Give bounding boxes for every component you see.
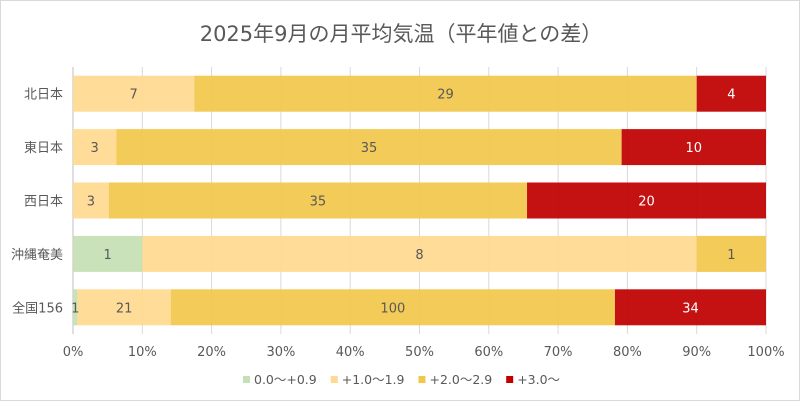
data-label: 3 xyxy=(87,195,95,210)
data-label: 34 xyxy=(682,301,699,316)
bar-segment xyxy=(696,75,766,112)
bar-segment xyxy=(73,182,109,219)
data-label: 29 xyxy=(437,88,454,103)
bar-segment xyxy=(614,289,766,326)
data-label: 21 xyxy=(116,301,133,316)
legend-label: +1.0〜1.9 xyxy=(342,372,405,387)
data-label: 35 xyxy=(361,141,378,156)
x-tick-label: 40% xyxy=(336,345,365,360)
category-label: 西日本 xyxy=(24,195,63,210)
x-tick-label: 100% xyxy=(747,345,784,360)
data-label: 100 xyxy=(380,301,405,316)
data-label: 8 xyxy=(415,248,423,263)
x-tick-label: 60% xyxy=(474,345,503,360)
data-label: 10 xyxy=(686,141,703,156)
x-tick-label: 90% xyxy=(682,345,711,360)
category-label: 沖縄奄美 xyxy=(11,248,63,263)
bar-segment xyxy=(116,129,622,166)
x-tick-label: 80% xyxy=(613,345,642,360)
legend-label: 0.0〜+0.9 xyxy=(254,372,317,387)
bar-segment xyxy=(142,235,697,272)
bar-segment xyxy=(170,289,615,326)
bar-segment xyxy=(194,75,697,112)
bar-segment xyxy=(73,129,117,166)
legend-swatch xyxy=(506,376,514,383)
data-label: 35 xyxy=(310,195,327,210)
bar-segment xyxy=(527,182,766,219)
data-label: 1 xyxy=(104,248,112,263)
bar-segment xyxy=(73,235,143,272)
legend-swatch xyxy=(243,376,250,383)
data-label: 3 xyxy=(91,141,99,156)
x-tick-label: 50% xyxy=(405,345,434,360)
legend-swatch xyxy=(418,376,426,383)
bar-segment xyxy=(621,129,766,166)
category-label: 北日本 xyxy=(24,88,63,103)
legend-label: +3.0〜 xyxy=(517,372,560,387)
legend-label: +2.0〜2.9 xyxy=(429,372,492,387)
data-label: 1 xyxy=(71,301,79,316)
bar-segment xyxy=(108,182,528,219)
bar-segment xyxy=(73,289,78,326)
data-label: 7 xyxy=(129,88,137,103)
bar-segment xyxy=(73,75,195,112)
x-tick-label: 30% xyxy=(266,345,295,360)
x-tick-label: 0% xyxy=(63,345,84,360)
bar-segment xyxy=(77,289,171,326)
x-tick-label: 20% xyxy=(197,345,226,360)
x-tick-label: 70% xyxy=(544,345,573,360)
data-label: 4 xyxy=(727,88,735,103)
legend-swatch xyxy=(330,376,338,383)
category-label: 東日本 xyxy=(24,140,63,156)
data-label: 1 xyxy=(727,248,735,263)
data-label: 20 xyxy=(638,195,655,210)
bar-segment xyxy=(696,235,766,272)
x-tick-label: 10% xyxy=(128,345,157,360)
category-label: 全国156 xyxy=(12,300,63,316)
chart-title: 2025年9月の月平均気温（平年値との差） xyxy=(200,22,603,46)
